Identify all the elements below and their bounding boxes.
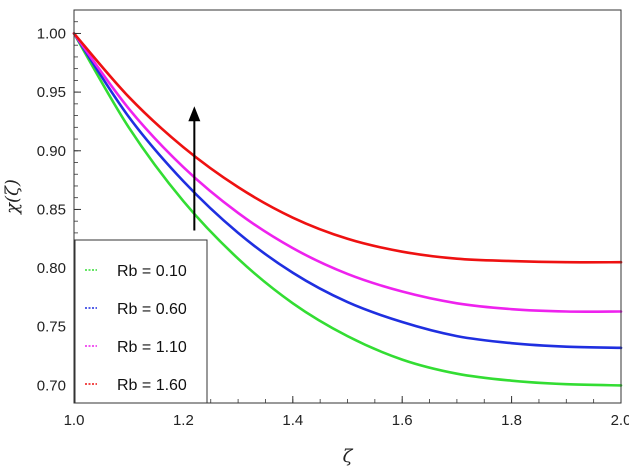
y-tick-label: 0.80 bbox=[37, 260, 66, 277]
x-tick-label: 1.0 bbox=[64, 412, 85, 429]
legend-box bbox=[74, 239, 208, 404]
x-tick-label: 1.2 bbox=[173, 412, 194, 429]
legend-entry: Rb = 0.60 bbox=[117, 301, 187, 318]
series-line-3 bbox=[72, 32, 623, 313]
x-axis: 1.0 1.2 1.4 1.6 1.8 2.0 bbox=[64, 396, 629, 429]
legend-entry: Rb = 1.10 bbox=[117, 339, 187, 356]
legend: Rb = 0.10 Rb = 0.60 Rb = 1.10 Rb = 1.60 bbox=[74, 239, 208, 404]
x-tick-label: 1.6 bbox=[392, 412, 413, 429]
series-lines bbox=[72, 32, 623, 387]
series-line-2 bbox=[72, 32, 623, 350]
y-tick-label: 0.75 bbox=[37, 319, 66, 336]
y-tick-label: 0.90 bbox=[37, 143, 66, 160]
y-tick-label: 1.00 bbox=[37, 25, 66, 42]
series-line-1 bbox=[72, 32, 623, 387]
series-line-4 bbox=[72, 32, 623, 264]
y-axis: 0.70 0.75 0.80 0.85 0.90 0.95 1.00 bbox=[37, 21, 81, 398]
x-axis-title: ζ bbox=[343, 446, 354, 467]
y-tick-label: 0.85 bbox=[37, 201, 66, 218]
trend-arrow bbox=[188, 106, 201, 231]
x-tick-label: 1.8 bbox=[501, 412, 522, 429]
y-tick-label: 0.70 bbox=[37, 377, 66, 394]
y-axis-title: χ(ζ) bbox=[2, 179, 23, 216]
legend-entry: Rb = 0.10 bbox=[117, 263, 187, 280]
x-tick-label: 1.4 bbox=[282, 412, 303, 429]
x-tick-label: 2.0 bbox=[611, 412, 629, 429]
arrow-head bbox=[188, 106, 201, 122]
y-tick-label: 0.95 bbox=[37, 84, 66, 101]
legend-entry: Rb = 1.60 bbox=[117, 377, 187, 394]
